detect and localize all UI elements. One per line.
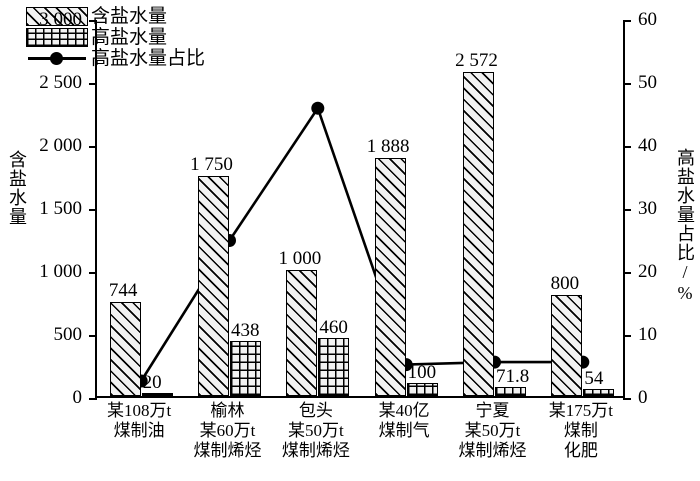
y-axis-left-tick (89, 335, 97, 337)
x-axis-category-line: 煤制烯烃 (281, 441, 350, 460)
y-axis-right-tick (623, 20, 631, 22)
x-axis-category-line: 煤制烯烃 (193, 441, 262, 460)
x-axis-category-label: 某40亿 煤制气 (352, 401, 456, 441)
x-axis-category-line: 化肥 (563, 441, 598, 460)
y-axis-right-tick (623, 83, 631, 85)
y-axis-left-tick-label: 1 500 (39, 198, 82, 219)
y-axis-right-tick-label: 0 (638, 387, 648, 408)
legend-item-gao-yan: 高盐水量 (26, 27, 205, 48)
y-axis-right-tick (623, 146, 631, 148)
legend-label-han-yan: 含盐水量 (91, 6, 168, 27)
bar-gao-yan-shui-liang (406, 383, 438, 396)
y-axis-left-tick-label: 2 000 (39, 135, 82, 156)
bar-value-label: 438 (231, 319, 260, 341)
x-axis-category-line: 煤制油 (113, 421, 165, 440)
legend-item-han-yan: 含盐水量 (26, 6, 205, 27)
y-axis-left-tick-label: 1 000 (39, 261, 82, 282)
bar-han-yan-shui-liang (198, 175, 229, 396)
bar-value-label: 2 572 (455, 49, 498, 71)
chart-legend: 含盐水量 高盐水量 高盐水量占比 (22, 4, 209, 71)
x-axis-category-line: 某60万t (199, 421, 256, 440)
y-axis-left-tick (89, 20, 97, 22)
legend-label-zhan-bi: 高盐水量占比 (91, 48, 206, 69)
x-axis-category-line: 榆林 (210, 401, 245, 420)
y-axis-left-tick (89, 209, 97, 211)
y-axis-left-tick-label: 3 000 (39, 9, 82, 30)
y-axis-left-tick-label: 2 500 (39, 72, 82, 93)
bar-value-label: 1 000 (278, 248, 322, 269)
bar-value-label: 744 (108, 280, 138, 302)
x-axis-category-line: 某175万t (548, 401, 613, 420)
bar-gao-yan-shui-liang (230, 340, 261, 396)
bar-gao-yan-shui-liang (583, 389, 615, 396)
bar-value-label: 1 750 (190, 153, 233, 175)
cross-grid-swatch (26, 28, 88, 47)
y-axis-left-tick-label: 500 (53, 324, 83, 345)
x-axis-category-label: 榆林 某60万t 煤制烯烃 (176, 401, 280, 461)
bar-han-yan-shui-liang (286, 270, 318, 396)
y-axis-left-tick (89, 146, 97, 148)
x-axis-category-label: 某108万t 煤制油 (87, 401, 191, 441)
line-data-point-marker (311, 101, 325, 115)
y-axis-right-tick (623, 272, 631, 274)
y-axis-right-tick (623, 398, 631, 400)
bar-value-label: 54 (584, 368, 604, 390)
bar-han-yan-shui-liang (374, 158, 406, 396)
bar-value-label: 100 (407, 362, 437, 384)
bar-han-yan-shui-liang (551, 295, 583, 396)
y-axis-right-tick (623, 209, 631, 211)
y-axis-right-tick-label: 20 (638, 261, 657, 282)
x-axis-category-line: 某108万t (107, 401, 172, 420)
x-axis-category-label: 包头 某50万t 煤制烯烃 (264, 401, 368, 461)
y-axis-right-title: 高盐水量占比/% (675, 148, 695, 304)
bar-gao-yan-shui-liang (141, 393, 173, 396)
plot-area (89, 20, 631, 400)
x-axis-category-line: 煤制 (563, 421, 598, 440)
bar-value-label: 20 (142, 372, 162, 393)
bar-han-yan-shui-liang (463, 71, 494, 396)
legend-label-gao-yan: 高盐水量 (91, 27, 168, 48)
bar-value-label: 460 (319, 317, 348, 339)
x-axis-category-line: 某50万t (464, 421, 521, 440)
bar-gao-yan-shui-liang (318, 338, 350, 396)
y-axis-left-tick-label: 0 (72, 387, 83, 408)
x-axis-category-label: 某175万t 煤制 化肥 (529, 401, 633, 461)
x-axis-category-line: 煤制气 (378, 421, 430, 440)
line-series-layer (134, 101, 590, 388)
y-axis-right-tick-label: 30 (638, 198, 657, 219)
legend-item-zhan-bi: 高盐水量占比 (26, 48, 205, 69)
bar-value-label: 71.8 (496, 365, 530, 387)
x-axis-category-line: 某40亿 (378, 401, 430, 420)
y-axis-right-tick-label: 60 (638, 9, 657, 30)
y-axis-right-tick-label: 50 (638, 72, 657, 93)
y-axis-right-tick-label: 40 (638, 135, 657, 156)
y-axis-right-tick (623, 335, 631, 337)
x-axis-category-line: 宁夏 (475, 401, 510, 420)
x-axis-category-line: 某50万t (287, 421, 344, 440)
x-axis-category-line: 包头 (298, 401, 333, 420)
bar-value-label: 1 888 (366, 136, 410, 158)
line-marker-swatch (26, 49, 88, 68)
x-axis-category-label: 宁夏 某50万t 煤制烯烃 (441, 401, 545, 461)
x-axis-category-line: 煤制烯烃 (458, 441, 527, 460)
y-axis-left-title: 含盐水量 (7, 150, 27, 226)
y-axis-left-tick (89, 83, 97, 85)
y-axis-right-tick-label: 10 (638, 324, 657, 345)
bar-han-yan-shui-liang (109, 302, 141, 396)
diagonal-hatch-swatch (26, 7, 88, 26)
y-axis-left-tick (89, 272, 97, 274)
bar-value-label: 800 (550, 273, 580, 295)
bar-gao-yan-shui-liang (495, 386, 526, 396)
y-axis-left-tick (89, 398, 97, 400)
